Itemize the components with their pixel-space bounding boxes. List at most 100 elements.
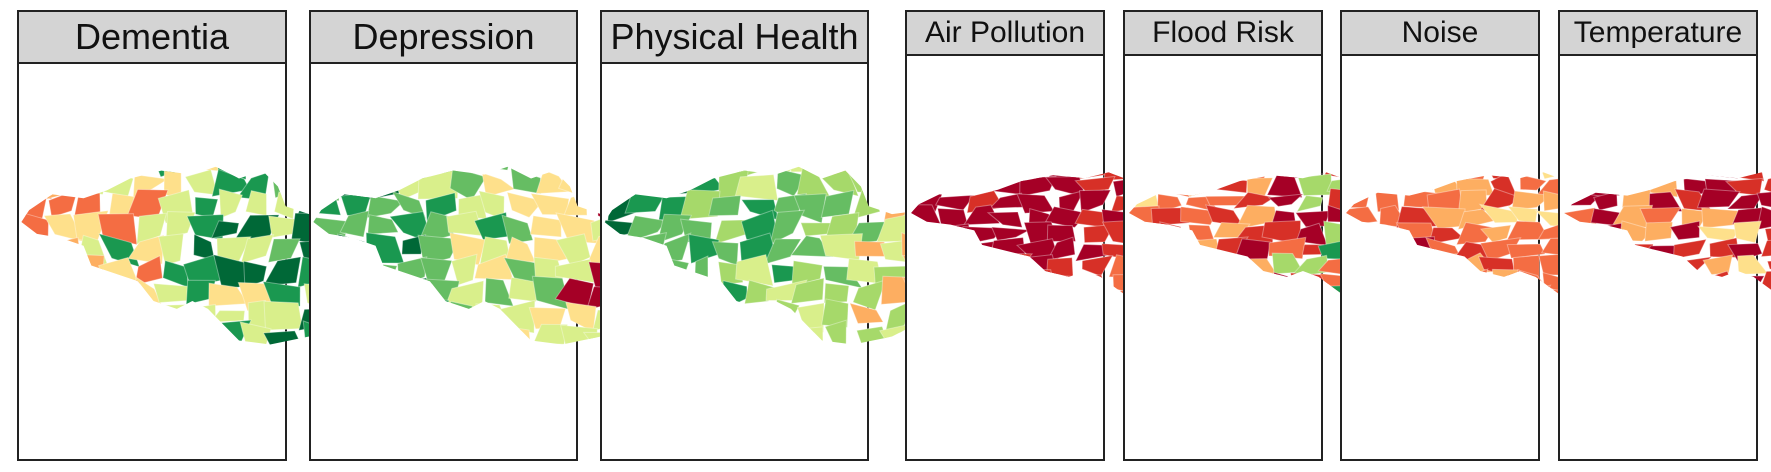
district-polygon <box>1232 191 1276 210</box>
district-polygon <box>158 233 185 266</box>
district-polygon <box>48 188 79 218</box>
district-polygon <box>1737 254 1769 275</box>
district-polygon <box>932 255 976 272</box>
district-polygon <box>315 256 342 283</box>
district-polygon <box>1514 284 1552 303</box>
district-polygon <box>1236 258 1278 278</box>
district-polygon <box>1346 173 1372 194</box>
district-polygon <box>501 214 534 245</box>
district-polygon <box>935 172 976 179</box>
panel-title-air-pollution: Air Pollution <box>907 12 1103 56</box>
district-polygon <box>1368 172 1405 192</box>
district-polygon <box>46 170 85 200</box>
district-polygon <box>990 226 1032 242</box>
panel-title-flood-risk: Flood Risk <box>1125 12 1321 56</box>
district-polygon <box>423 166 459 176</box>
district-polygon <box>1176 177 1214 198</box>
district-polygon <box>444 326 481 345</box>
district-polygon <box>654 305 693 332</box>
district-polygon <box>1763 289 1771 303</box>
district-polygon <box>1669 220 1701 241</box>
district-polygon <box>1644 221 1674 242</box>
district-polygon <box>54 236 82 265</box>
district-polygon <box>1019 175 1057 198</box>
district-polygon <box>1183 287 1214 303</box>
district-polygon <box>1239 287 1277 303</box>
district-polygon <box>1564 173 1587 195</box>
district-polygon <box>1217 172 1247 181</box>
district-polygon <box>483 166 514 171</box>
district-polygon <box>1766 259 1771 275</box>
district-polygon <box>652 320 692 345</box>
district-polygon <box>1651 257 1672 272</box>
district-polygon <box>1346 194 1370 209</box>
district-polygon <box>1182 257 1207 278</box>
district-polygon <box>1759 172 1771 175</box>
district-polygon <box>417 234 461 266</box>
district-polygon <box>21 194 48 220</box>
district-polygon <box>44 301 77 332</box>
district-polygon <box>624 191 666 214</box>
district-polygon <box>1564 222 1602 245</box>
district-polygon <box>1449 172 1490 182</box>
district-polygon <box>1177 238 1222 257</box>
district-polygon <box>1295 195 1324 213</box>
district-polygon <box>679 283 714 304</box>
district-polygon <box>911 271 947 294</box>
district-polygon <box>1702 254 1734 276</box>
district-polygon <box>336 233 365 263</box>
district-polygon <box>1273 271 1304 295</box>
district-polygon <box>790 166 828 173</box>
district-polygon <box>1153 269 1191 295</box>
district-polygon <box>1181 172 1220 179</box>
district-polygon <box>1672 238 1708 260</box>
district-polygon <box>126 298 165 330</box>
district-polygon <box>623 166 663 196</box>
district-polygon <box>1421 253 1459 274</box>
district-polygon <box>390 277 428 308</box>
district-polygon <box>1696 188 1741 209</box>
district-polygon <box>1210 254 1247 277</box>
district-polygon <box>527 166 565 173</box>
district-polygon <box>735 325 780 345</box>
district-polygon <box>1673 172 1711 175</box>
district-polygon <box>335 171 375 198</box>
district-polygon <box>823 282 850 304</box>
district-polygon <box>1056 285 1084 303</box>
district-polygon <box>988 268 1024 293</box>
district-polygon <box>22 166 53 200</box>
district-polygon <box>1423 269 1457 289</box>
choropleth-map-temperature <box>1564 172 1771 303</box>
district-polygon <box>1129 269 1164 296</box>
district-polygon <box>1149 172 1187 179</box>
district-polygon <box>69 170 108 195</box>
district-polygon <box>1367 290 1409 303</box>
district-polygon <box>136 212 168 245</box>
district-polygon <box>990 285 1030 303</box>
district-polygon <box>1618 172 1659 182</box>
district-polygon <box>630 278 664 302</box>
district-polygon <box>313 189 342 216</box>
district-polygon <box>1129 252 1161 277</box>
district-polygon <box>274 166 307 176</box>
district-polygon <box>734 174 779 202</box>
district-polygon <box>1393 288 1438 303</box>
map-panel-temperature: Temperature <box>1558 10 1771 461</box>
district-polygon <box>1407 176 1434 194</box>
district-polygon <box>1506 243 1546 259</box>
district-polygon <box>262 330 305 345</box>
map-panel-depression: Depression <box>309 10 703 461</box>
district-polygon <box>559 324 598 345</box>
district-polygon <box>911 258 946 279</box>
district-polygon <box>635 255 666 288</box>
district-polygon <box>25 240 54 264</box>
district-polygon <box>54 280 85 306</box>
district-polygon <box>262 256 302 287</box>
district-polygon <box>1763 175 1771 199</box>
district-polygon <box>874 166 907 172</box>
district-polygon <box>706 166 752 175</box>
district-polygon <box>444 166 474 172</box>
district-polygon <box>1403 270 1438 291</box>
district-polygon <box>1701 285 1738 303</box>
district-polygon <box>653 166 691 178</box>
